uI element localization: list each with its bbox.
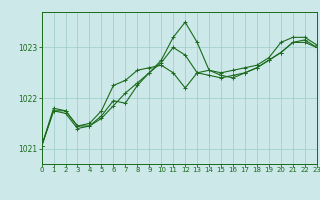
Text: Graphe pression niveau de la mer (hPa): Graphe pression niveau de la mer (hPa) (48, 182, 272, 192)
